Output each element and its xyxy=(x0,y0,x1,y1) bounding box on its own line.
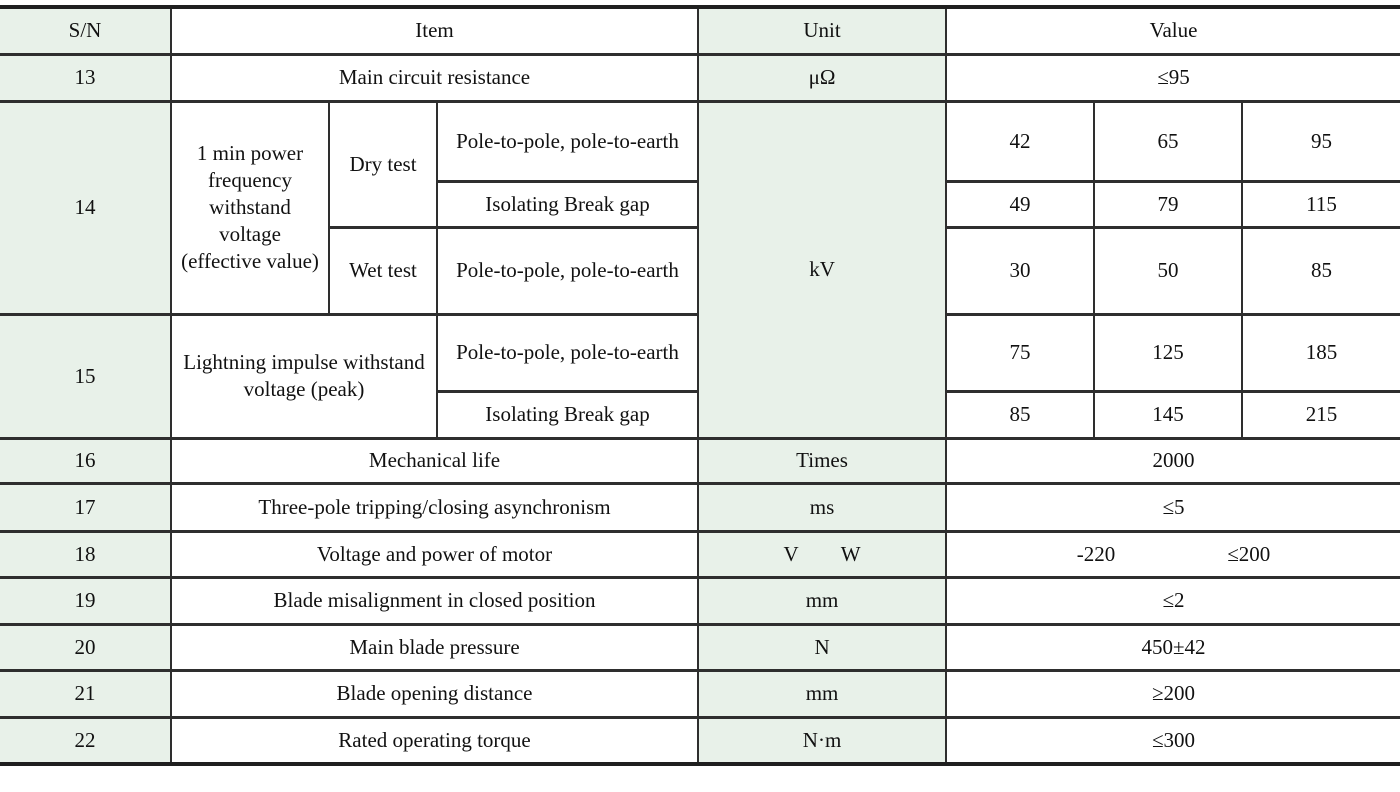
value-cell: 95 xyxy=(1241,99,1400,183)
sn-cell: 22 xyxy=(0,715,172,766)
item-cell: Lightning impulse withstand voltage (pea… xyxy=(170,312,438,440)
value-cell: 50 xyxy=(1093,225,1244,316)
sn-cell: 21 xyxy=(0,668,172,719)
table-row-19: 19 Blade misalignment in closed position… xyxy=(0,575,1400,626)
item-cell: 1 min power frequency withstand voltage … xyxy=(170,99,330,316)
item-sub-cell: Pole-to-pole, pole-to-earth xyxy=(435,312,700,393)
unit-part-voltage: V xyxy=(783,541,799,566)
table-row-20: 20 Main blade pressure N 450±42 xyxy=(0,622,1400,672)
item-cell: Blade opening distance xyxy=(169,668,700,719)
value-cell: 185 xyxy=(1241,312,1400,393)
unit-cell: Times xyxy=(697,436,948,485)
value-cell: 75 xyxy=(945,312,1096,393)
sn-cell: 17 xyxy=(0,481,172,533)
value-cell: ≤5 xyxy=(945,481,1400,533)
value-cell: 2000 xyxy=(945,436,1400,485)
header-cell-value: Value xyxy=(945,5,1400,56)
unit-cell: μΩ xyxy=(697,52,948,103)
value-cell: 125 xyxy=(1093,312,1244,393)
table-row-15b: Isolating Break gap 85 145 215 xyxy=(0,389,1400,440)
value-cell: 85 xyxy=(945,389,1096,440)
item-sub-cell: Pole-to-pole, pole-to-earth xyxy=(435,225,700,316)
value-cell: ≤95 xyxy=(945,52,1400,103)
unit-cell: kV xyxy=(697,99,948,440)
header-row: S/N Item Unit Value xyxy=(0,5,1400,56)
header-cell-unit: Unit xyxy=(697,5,948,56)
value-cell: 450±42 xyxy=(945,622,1400,672)
sn-cell: 20 xyxy=(0,622,172,672)
item-cell: Main blade pressure xyxy=(169,622,700,672)
value-cell: 79 xyxy=(1093,179,1244,229)
table-row-16: 16 Mechanical life Times 2000 xyxy=(0,436,1400,485)
value-cell: 115 xyxy=(1241,179,1400,229)
header-cell-item: Item xyxy=(169,5,700,56)
item-cell: Mechanical life xyxy=(169,436,700,485)
value-cell: ≤2 xyxy=(945,575,1400,626)
unit-cell: mm xyxy=(697,668,948,719)
table-row-18: 18 Voltage and power of motor V W -220 ≤… xyxy=(0,529,1400,579)
item-cell: Three-pole tripping/closing asynchronism xyxy=(169,481,700,533)
sn-cell: 13 xyxy=(0,52,172,103)
table-row-14c: Wet test Pole-to-pole, pole-to-earth 30 … xyxy=(0,225,1400,316)
sn-cell: 14 xyxy=(0,99,172,316)
value-cell: ≤300 xyxy=(945,715,1400,766)
sn-cell: 18 xyxy=(0,529,172,579)
table-row-15a: 15 Lightning impulse withstand voltage (… xyxy=(0,312,1400,440)
sn-cell: 19 xyxy=(0,575,172,626)
item-cell: Voltage and power of motor xyxy=(169,529,700,579)
value-part-power: ≤200 xyxy=(1227,541,1271,566)
value-cell: 65 xyxy=(1093,99,1244,183)
value-cell: 145 xyxy=(1093,389,1244,440)
value-cell: 49 xyxy=(945,179,1096,229)
item-sub-cell: Isolating Break gap xyxy=(437,389,700,440)
value-cell: 215 xyxy=(1241,389,1400,440)
table-row-13: 13 Main circuit resistance μΩ ≤95 xyxy=(0,52,1400,103)
value-cell: ≥200 xyxy=(945,668,1400,719)
spec-table: S/N Item Unit Value 13 Main circuit resi… xyxy=(0,5,1400,766)
item-sub-cell-dry-test: Dry test xyxy=(328,99,438,229)
unit-cell: ms xyxy=(697,481,948,533)
value-cell: 85 xyxy=(1241,225,1400,316)
unit-cell: N xyxy=(697,622,948,672)
unit-cell: mm xyxy=(697,575,948,626)
unit-cell: N·m xyxy=(697,715,948,766)
value-cell: -220 ≤200 xyxy=(945,529,1400,579)
item-sub-cell: Isolating Break gap xyxy=(437,179,700,229)
item-sub-cell-wet-test: Wet test xyxy=(329,225,438,316)
value-part-voltage: -220 xyxy=(1076,541,1116,566)
sn-cell: 15 xyxy=(0,312,172,440)
item-sub-cell: Pole-to-pole, pole-to-earth xyxy=(435,99,700,183)
table-row-14b: Isolating Break gap 49 79 115 xyxy=(0,179,1400,229)
sn-cell: 16 xyxy=(0,436,172,485)
header-cell-sn: S/N xyxy=(0,5,172,56)
value-cell: 42 xyxy=(945,99,1096,183)
item-cell: Rated operating torque xyxy=(169,715,700,766)
table-row-17: 17 Three-pole tripping/closing asynchron… xyxy=(0,481,1400,533)
table-row-14a: 14 1 min power frequency withstand volta… xyxy=(0,99,1400,440)
unit-cell: V W xyxy=(697,529,948,579)
table-row-22: 22 Rated operating torque N·m ≤300 xyxy=(0,715,1400,766)
unit-part-power: W xyxy=(840,541,861,566)
value-cell: 30 xyxy=(945,225,1096,316)
item-cell: Main circuit resistance xyxy=(169,52,700,103)
item-cell: Blade misalignment in closed position xyxy=(169,575,700,626)
table-row-21: 21 Blade opening distance mm ≥200 xyxy=(0,668,1400,719)
